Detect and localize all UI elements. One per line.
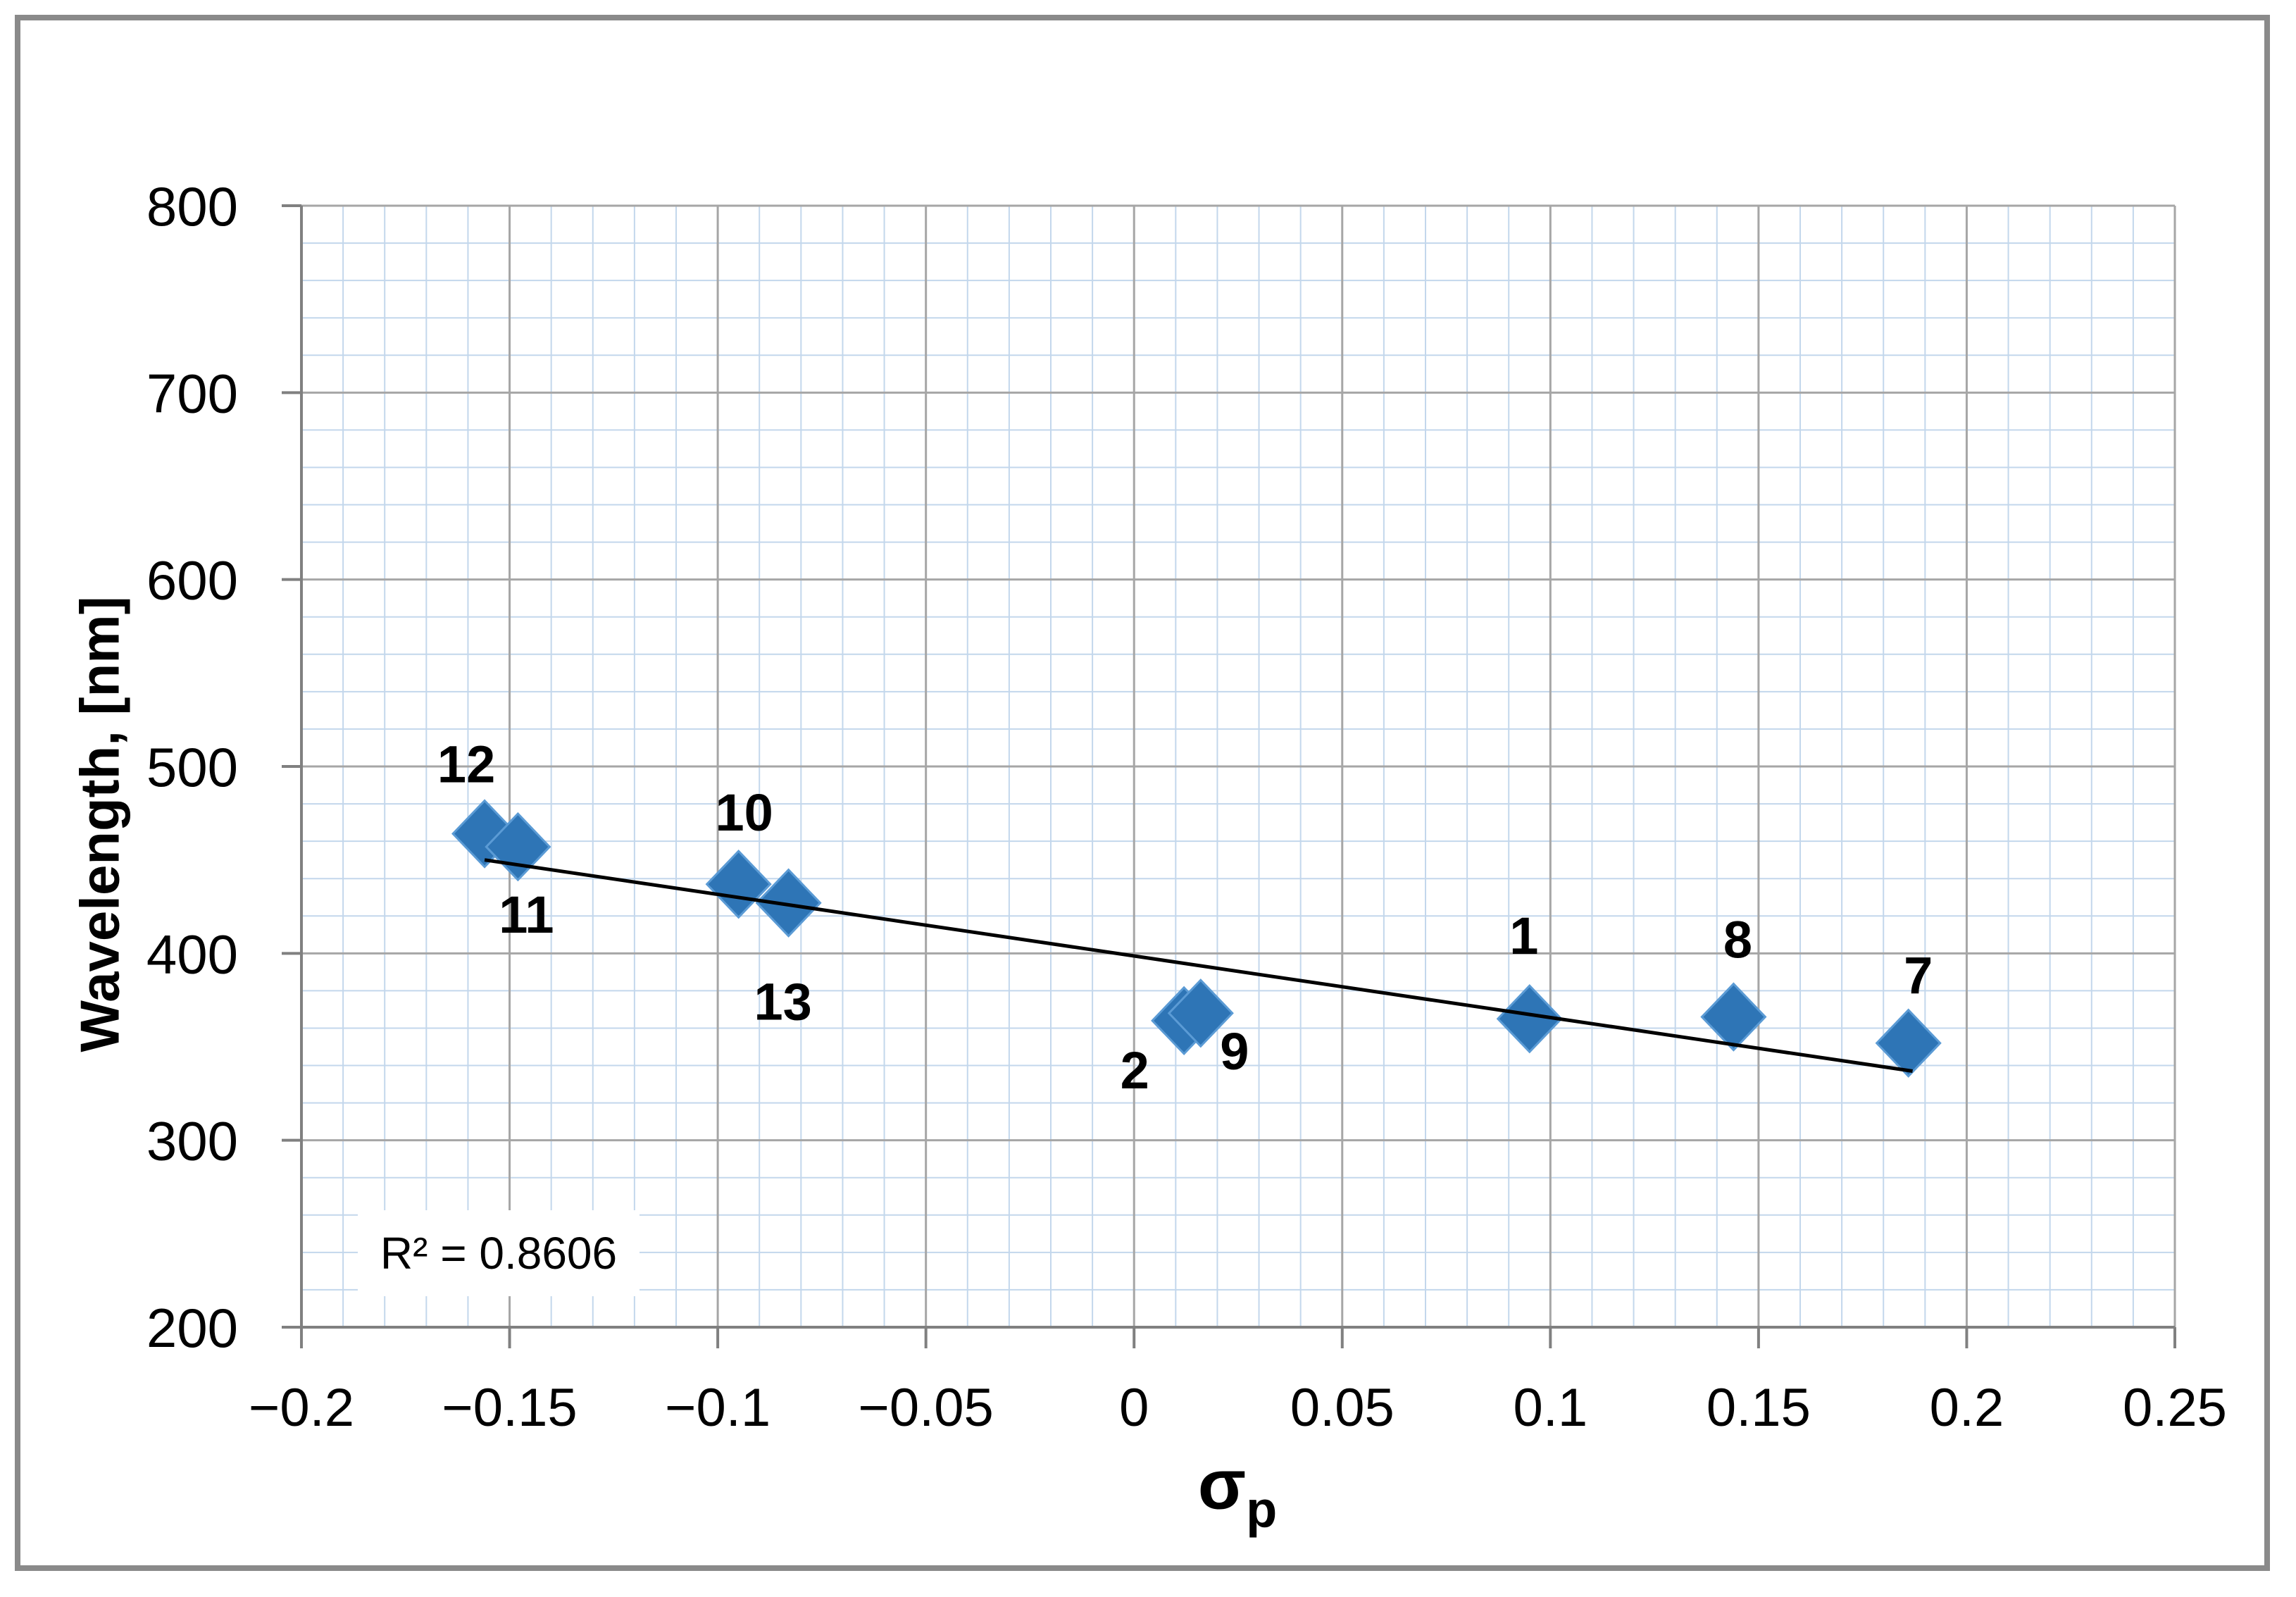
data-point-label: 12 xyxy=(437,735,495,794)
y-tick-label: 700 xyxy=(146,362,238,424)
r-squared-text: R² = 0.8606 xyxy=(380,1228,618,1279)
x-tick-label: 0 xyxy=(1119,1378,1149,1438)
y-tick-label: 600 xyxy=(146,549,238,611)
data-point-marker xyxy=(1875,1008,1942,1078)
data-point-label: 11 xyxy=(499,886,554,944)
x-axis-title-sigma: σ xyxy=(1197,1445,1247,1524)
data-point-label: 8 xyxy=(1723,911,1752,969)
trendline xyxy=(484,858,1913,1073)
x-axis-title-subscript: p xyxy=(1246,1481,1278,1539)
x-tick-label: −0.05 xyxy=(859,1378,994,1438)
data-point-label: 1 xyxy=(1509,907,1538,965)
x-tick-label: −0.2 xyxy=(249,1378,354,1438)
y-tick-label: 500 xyxy=(146,736,238,798)
y-tick-label: 300 xyxy=(146,1110,238,1172)
data-point-marker xyxy=(755,868,822,938)
x-tick-label: 0.25 xyxy=(2123,1378,2227,1438)
data-point-marker xyxy=(1496,984,1563,1054)
x-tick-label: −0.1 xyxy=(665,1378,770,1438)
data-point-label: 9 xyxy=(1220,1022,1249,1081)
data-point-marker xyxy=(1700,982,1767,1052)
r-squared-annotation: R² = 0.8606 xyxy=(358,1210,639,1296)
y-tick-label: 800 xyxy=(146,175,238,237)
x-tick-label: 0.2 xyxy=(1930,1378,2004,1438)
data-point-label: 13 xyxy=(754,973,811,1031)
data-point-marker xyxy=(1167,978,1234,1048)
y-axis-title: Wavelength, [nm] xyxy=(68,596,131,1052)
data-point-marker xyxy=(451,799,518,869)
x-tick-label: 0.15 xyxy=(1707,1378,1811,1438)
data-point-label: 10 xyxy=(716,783,773,842)
data-point-label: 7 xyxy=(1904,947,1933,1005)
y-tick-label: 200 xyxy=(146,1297,238,1359)
x-axis-title: σp xyxy=(1197,1445,1277,1539)
x-tick-label: −0.15 xyxy=(442,1378,577,1438)
y-tick-label: 400 xyxy=(146,923,238,985)
chart-outer-border xyxy=(15,15,2270,1571)
data-point-marker xyxy=(705,849,772,919)
x-tick-label: 0.1 xyxy=(1514,1378,1588,1438)
x-tick-label: 0.05 xyxy=(1290,1378,1395,1438)
data-point-label: 2 xyxy=(1121,1041,1149,1100)
